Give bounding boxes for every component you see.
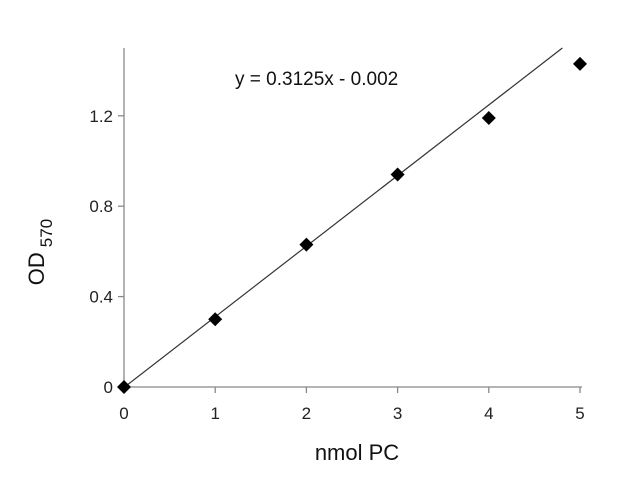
y-tick-labels: 0 0.4 0.8 1.2 <box>89 107 113 397</box>
y-axis-title: OD 570 <box>24 219 56 285</box>
x-tick-label: 4 <box>484 404 493 423</box>
y-tick-label: 0 <box>104 378 113 397</box>
y-axis-title-main: OD <box>24 252 49 285</box>
x-tick-labels: 0 1 2 3 4 5 <box>119 404 584 423</box>
trendline-equation: y = 0.3125x - 0.002 <box>235 69 398 90</box>
y-tick-label: 0.8 <box>89 197 113 216</box>
x-tick-label: 3 <box>393 404 402 423</box>
data-point-diamond <box>117 380 131 394</box>
data-point-diamond <box>299 237 314 252</box>
y-tick-label: 0.4 <box>89 288 113 307</box>
y-axis-title-subscript: 570 <box>37 219 56 247</box>
x-tick-label: 2 <box>302 404 311 423</box>
trendline-group <box>123 47 563 388</box>
svg-text:OD570: OD 570 <box>24 219 56 285</box>
x-tick-label: 0 <box>119 404 128 423</box>
axes <box>118 48 582 393</box>
data-point-diamond <box>390 167 405 182</box>
data-point-diamond <box>481 111 496 126</box>
trendline <box>123 47 563 388</box>
x-tick-label: 5 <box>575 404 584 423</box>
x-tick-label: 1 <box>210 404 219 423</box>
data-points <box>117 56 587 394</box>
y-tick-label: 1.2 <box>89 107 113 126</box>
data-point-diamond <box>208 312 223 327</box>
data-point-diamond <box>573 56 587 71</box>
x-axis-title: nmol PC <box>315 440 399 465</box>
